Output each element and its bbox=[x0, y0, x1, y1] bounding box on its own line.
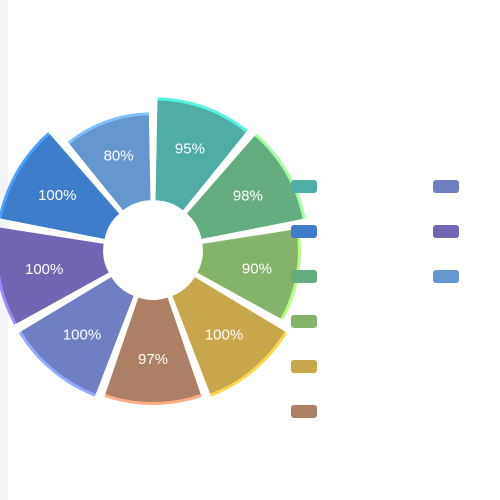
legend-swatch-1[interactable] bbox=[291, 180, 317, 193]
slice-label: 100% bbox=[63, 327, 101, 344]
slice-body[interactable] bbox=[155, 100, 246, 211]
slice-body[interactable] bbox=[21, 277, 134, 394]
slice-8[interactable]: 100% bbox=[0, 132, 120, 239]
legend-swatch-3[interactable] bbox=[291, 270, 317, 283]
slice-6[interactable]: 100% bbox=[18, 277, 134, 397]
slice-label: 95% bbox=[175, 141, 205, 158]
slice-7[interactable]: 100% bbox=[0, 227, 109, 325]
slice-4[interactable]: 100% bbox=[172, 277, 288, 397]
slice-3[interactable]: 90% bbox=[197, 228, 301, 320]
slice-body[interactable] bbox=[1, 134, 120, 239]
donut-hole bbox=[109, 206, 197, 294]
slice-label: 90% bbox=[242, 260, 272, 277]
slice-label: 80% bbox=[104, 148, 134, 165]
legend-swatch-6[interactable] bbox=[291, 405, 317, 418]
slice-body[interactable] bbox=[105, 297, 201, 402]
slice-label: 100% bbox=[25, 261, 63, 278]
slice-2[interactable]: 98% bbox=[186, 133, 306, 239]
slice-body[interactable] bbox=[0, 227, 109, 324]
legend-swatch-5[interactable] bbox=[291, 360, 317, 373]
slice-label: 100% bbox=[205, 327, 243, 344]
legend-swatch-7[interactable] bbox=[433, 180, 459, 193]
slice-9[interactable]: 80% bbox=[67, 112, 151, 211]
slice-body[interactable] bbox=[69, 115, 151, 211]
slice-label: 100% bbox=[38, 187, 76, 204]
slice-body[interactable] bbox=[172, 277, 285, 394]
slice-5[interactable]: 97% bbox=[104, 297, 202, 405]
slice-body[interactable] bbox=[197, 229, 298, 319]
legend-swatch-2[interactable] bbox=[291, 225, 317, 238]
slice-label: 98% bbox=[233, 187, 263, 204]
legend-swatch-9[interactable] bbox=[433, 270, 459, 283]
slice-body[interactable] bbox=[186, 135, 303, 239]
slice-label: 97% bbox=[138, 351, 168, 368]
legend-swatch-8[interactable] bbox=[433, 225, 459, 238]
legend-swatch-4[interactable] bbox=[291, 315, 317, 328]
slice-1[interactable]: 95% bbox=[155, 97, 248, 211]
